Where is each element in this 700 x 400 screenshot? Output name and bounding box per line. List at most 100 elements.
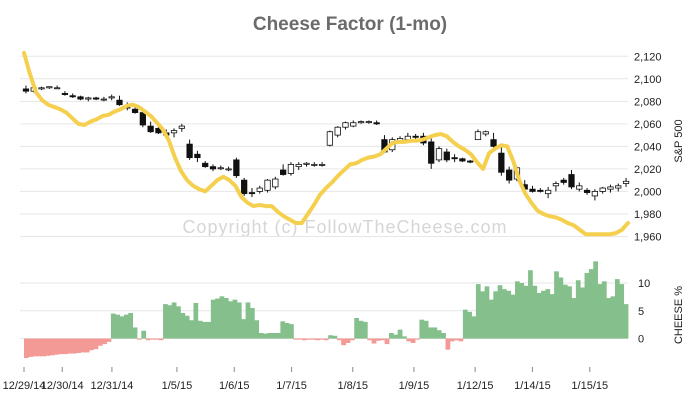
cheese-bar-negative <box>54 338 60 355</box>
cheese-bar-negative <box>449 338 455 342</box>
candle-body <box>373 122 380 125</box>
cheese-bar-positive <box>202 321 207 339</box>
candle-body <box>451 157 458 160</box>
cheese-bar-positive <box>163 304 168 339</box>
candle-body <box>428 141 435 164</box>
cheese-bar-positive <box>276 333 281 339</box>
cheese-bar-positive <box>610 296 616 339</box>
cheese-bar-positive <box>536 293 542 339</box>
cheese-tick-label: 5 <box>638 306 644 318</box>
candle-body <box>537 189 544 192</box>
cheese-bar-positive <box>328 335 333 339</box>
cheese-bar-positive <box>245 302 251 339</box>
candle-body <box>576 185 583 190</box>
candle-body <box>69 95 76 98</box>
candle-body <box>311 163 318 166</box>
cheese-bar-positive <box>614 279 620 339</box>
cheese-bar-positive <box>397 329 403 339</box>
cheese-bar-negative <box>41 338 47 357</box>
cheese-bar-negative <box>158 338 164 341</box>
cheese-bar-positive <box>215 298 220 339</box>
cheese-bar-positive <box>110 313 116 339</box>
cheese-tick-label: 0 <box>638 334 644 346</box>
cheese-bar-negative <box>410 338 416 343</box>
cheese-bar-negative <box>458 338 464 342</box>
cheese-bar-negative <box>76 338 81 353</box>
cheese-bar-positive <box>588 269 594 339</box>
cheese-bar-negative <box>349 338 355 341</box>
candle-body <box>506 169 513 181</box>
cheese-bar-negative <box>71 338 77 354</box>
cheese-bar-positive <box>558 277 564 339</box>
cheese-bar-positive <box>210 299 216 339</box>
candle-body <box>498 152 505 173</box>
cheese-bar-positive <box>119 316 125 339</box>
cheese-bar-positive <box>258 333 264 339</box>
cheese-bar-positive <box>228 301 233 339</box>
cheese-bar-negative <box>37 338 42 357</box>
cheese-bar-positive <box>467 311 472 339</box>
cheese-bar-positive <box>171 302 177 339</box>
cheese-bar-positive <box>271 333 277 339</box>
price-tick-label: 1,960 <box>634 231 662 243</box>
cheese-bar-positive <box>493 291 499 339</box>
cheese-bar-positive <box>510 294 516 339</box>
candle-body <box>365 121 372 123</box>
cheese-bar-positive <box>480 291 486 339</box>
candle-body <box>131 108 139 113</box>
candle-body <box>490 139 497 147</box>
cheese-bar-positive <box>428 327 433 339</box>
cheese-bar-positive <box>523 285 529 339</box>
cheese-bar-negative <box>406 338 412 342</box>
candle-body <box>46 86 53 89</box>
candle-body <box>225 168 232 171</box>
cheese-bar-positive <box>193 303 199 339</box>
cheese-bar-positive <box>580 287 585 339</box>
candle-body <box>560 179 567 183</box>
candle-body <box>544 189 552 195</box>
cheese-bar-negative <box>45 338 51 356</box>
candle-body <box>568 174 575 188</box>
cheese-bar-positive <box>475 284 481 339</box>
candle-body <box>318 163 326 166</box>
cheese-bar-positive <box>423 320 429 339</box>
cheese-bar-positive <box>497 285 503 339</box>
cheese-bar-positive <box>219 296 225 339</box>
candle-body <box>607 186 614 190</box>
cheese-bar-negative <box>145 338 151 341</box>
cheese-bar-negative <box>106 338 112 342</box>
cheese-bar-positive <box>488 299 494 339</box>
candle-body <box>552 183 560 187</box>
candle-body <box>591 191 599 197</box>
cheese-bar-positive <box>575 280 581 339</box>
cheese-bar-positive <box>532 285 538 339</box>
cheese-bar-positive <box>554 271 559 339</box>
candle-body <box>186 143 193 159</box>
candle-body <box>467 160 474 163</box>
candle-body <box>459 158 466 162</box>
price-tick-label: 1,980 <box>634 209 662 221</box>
cheese-bar-positive <box>501 289 507 339</box>
candle-body <box>53 87 61 90</box>
cheese-bar-positive <box>206 321 212 339</box>
cheese-bar-positive <box>619 284 625 339</box>
candle-body <box>264 179 271 191</box>
cheese-bar-positive <box>519 283 525 339</box>
cheese-bar-positive <box>128 313 134 339</box>
cheese-bar-negative <box>310 338 316 340</box>
cheese-bar-positive <box>484 286 490 339</box>
candle-body <box>170 130 178 134</box>
cheese-tick-label: 10 <box>638 278 650 290</box>
cheese-bar-negative <box>315 338 320 341</box>
cheese-bar-negative <box>367 338 373 341</box>
cheese-bar-negative <box>323 338 329 341</box>
cheese-bar-negative <box>84 338 90 353</box>
cheese-bar-negative <box>415 338 420 340</box>
date-tick-label: 1/5/15 <box>162 380 193 392</box>
candle-body <box>583 189 591 193</box>
cheese-bar-positive <box>623 304 629 339</box>
candlestick-series <box>22 85 630 201</box>
cheese-bar-negative <box>28 338 34 357</box>
candle-body <box>342 122 349 128</box>
